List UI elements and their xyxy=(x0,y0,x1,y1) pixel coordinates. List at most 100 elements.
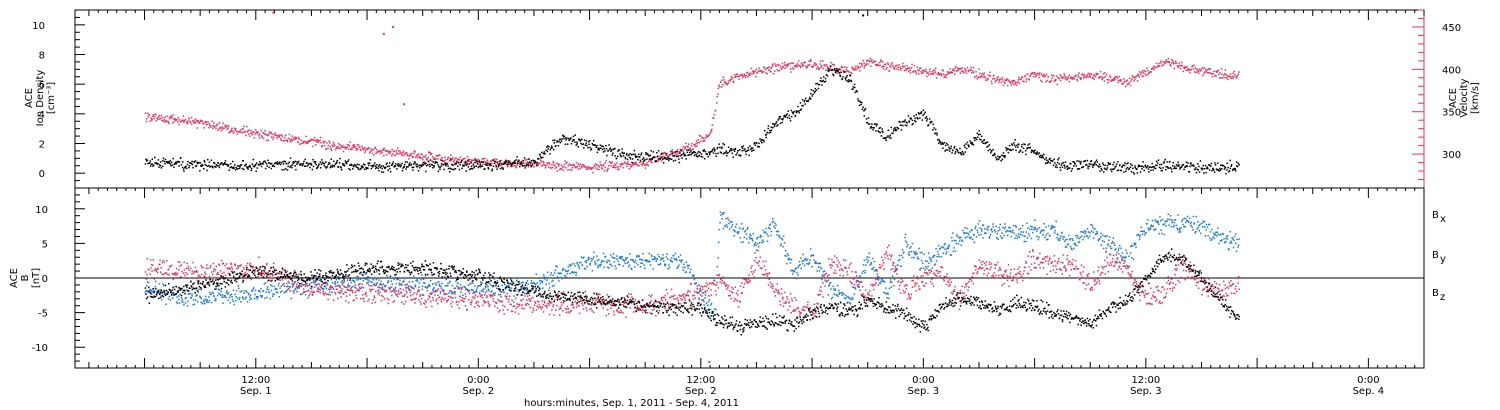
by-series-point xyxy=(360,277,363,279)
by-series-point xyxy=(920,267,922,269)
by-series-point xyxy=(148,290,151,293)
by-series-point xyxy=(848,297,850,299)
ion-density-series-point xyxy=(574,134,576,136)
ion-density-series-point xyxy=(1024,150,1027,152)
velocity-series-point xyxy=(695,140,698,142)
ion-density-series-point xyxy=(1170,168,1173,170)
ion-density-series-point xyxy=(285,167,287,170)
velocity-series-point xyxy=(696,142,699,144)
ion-density-series-point xyxy=(711,150,713,152)
velocity-series-point xyxy=(945,76,948,79)
velocity-series-point xyxy=(244,131,247,133)
by-series-point xyxy=(956,235,959,238)
velocity-series-point xyxy=(727,82,730,84)
ion-density-series-point xyxy=(697,150,700,153)
by-series-point xyxy=(485,290,488,292)
ion-density-series-point xyxy=(487,168,490,170)
velocity-series-point xyxy=(403,154,406,156)
velocity-series-point xyxy=(425,157,428,159)
by-series-point xyxy=(965,232,967,234)
by-series-point xyxy=(998,226,1000,229)
velocity-series-point xyxy=(1010,84,1013,86)
by-series-point xyxy=(733,235,735,237)
ion-density-series-point xyxy=(859,100,861,103)
ion-density-series-point xyxy=(166,161,168,163)
velocity-series-point xyxy=(697,139,699,141)
velocity-series-point xyxy=(1014,83,1017,85)
by-series-point xyxy=(728,222,730,225)
by-series-point xyxy=(1024,235,1026,237)
by-series-point xyxy=(820,267,823,270)
ion-density-series-point xyxy=(160,161,162,163)
by-series-point xyxy=(482,291,484,293)
ion-density-series-point xyxy=(286,169,289,171)
ion-density-series-point xyxy=(638,156,640,158)
ion-density-series-point xyxy=(642,157,645,159)
by-series-point xyxy=(771,221,774,224)
ion-density-series-point xyxy=(1175,167,1177,169)
by-series-point xyxy=(410,286,413,288)
by-series-point xyxy=(551,285,554,287)
velocity-series-point xyxy=(784,61,786,64)
ion-density-series-point xyxy=(764,134,767,136)
velocity-series-point xyxy=(396,153,399,155)
ion-density-series-point xyxy=(995,158,998,161)
by-series-point xyxy=(707,304,709,306)
top-left-axis-title-line: ACE xyxy=(24,88,35,108)
by-series-point xyxy=(673,254,675,257)
velocity-series-point xyxy=(1056,75,1058,77)
by-series-point xyxy=(1026,237,1029,239)
velocity-series-point xyxy=(1232,77,1234,80)
velocity-series-point xyxy=(1161,65,1164,67)
by-series-point xyxy=(254,293,256,296)
velocity-series-point xyxy=(364,151,366,154)
by-series-point xyxy=(386,274,388,277)
velocity-series-point xyxy=(618,168,620,171)
by-series-point xyxy=(847,295,849,298)
velocity-series-point xyxy=(998,81,1000,84)
ion-density-series-point xyxy=(554,139,556,141)
by-series-point xyxy=(502,290,505,292)
ion-density-series-point xyxy=(823,76,825,78)
ion-density-series-point xyxy=(923,113,925,115)
velocity-series-point xyxy=(890,66,892,68)
by-series-point xyxy=(575,274,577,276)
ion-density-series-point xyxy=(740,155,742,157)
velocity-series-point xyxy=(373,154,375,156)
ion-density-series-point xyxy=(352,168,354,170)
velocity-series-point xyxy=(846,70,849,72)
by-series-point xyxy=(418,289,420,291)
velocity-series-point xyxy=(882,68,885,70)
ion-density-series-point xyxy=(294,165,296,167)
velocity-series-point xyxy=(701,137,704,139)
ion-density-series-point xyxy=(482,161,485,163)
by-series-point xyxy=(329,288,332,290)
velocity-series-point xyxy=(703,137,705,140)
ion-density-series-point xyxy=(623,152,625,154)
ion-density-series-point xyxy=(1103,167,1106,169)
ion-density-series-point xyxy=(281,169,283,171)
by-series-point xyxy=(994,231,997,233)
by-series-point xyxy=(642,253,644,255)
by-series-point xyxy=(1004,226,1007,229)
ion-density-series-point xyxy=(412,169,414,171)
by-series-point xyxy=(952,232,954,234)
by-series-point xyxy=(346,286,348,289)
ion-density-series-point xyxy=(425,165,428,167)
velocity-series-point xyxy=(478,161,480,163)
ion-density-series-point xyxy=(520,162,522,164)
ion-density-series-point xyxy=(799,102,802,104)
by-series-point xyxy=(315,279,317,282)
by-series-point xyxy=(598,259,600,261)
ion-density-series-point xyxy=(187,160,189,163)
by-series-point xyxy=(475,289,478,291)
velocity-series-point xyxy=(1178,64,1181,67)
velocity-series-point xyxy=(1011,80,1013,82)
velocity-series-point xyxy=(630,165,632,168)
velocity-series-point xyxy=(560,168,563,170)
velocity-series-point xyxy=(317,141,320,144)
by-series-point xyxy=(991,231,994,233)
ion-density-series-point xyxy=(1074,162,1076,165)
velocity-series-point xyxy=(797,60,800,62)
top-left-axis-title: ACE Ion Density [cm⁻³] xyxy=(24,70,57,127)
